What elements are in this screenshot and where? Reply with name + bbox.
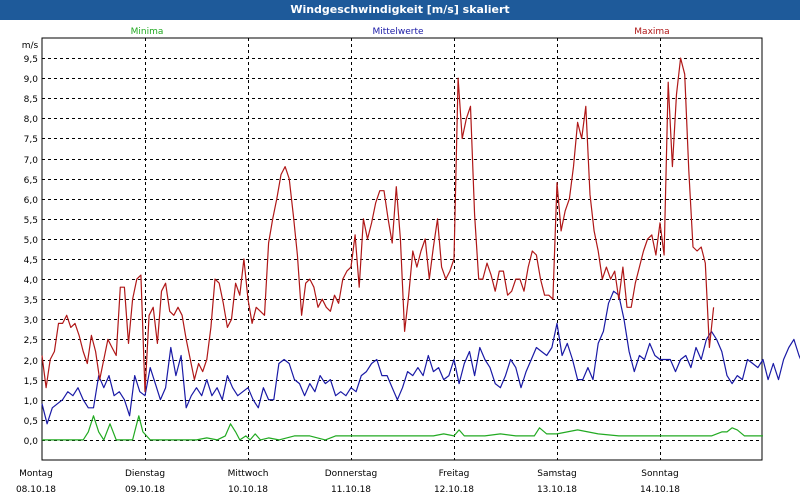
y-tick-label: 1,5 bbox=[24, 377, 38, 387]
legend-mittelwerte: Mittelwerte bbox=[372, 27, 423, 37]
legend: Minima Mittelwerte Maxima bbox=[131, 27, 670, 37]
x-tick-day: Montag bbox=[19, 469, 53, 479]
window-title: Windgeschwindigkeit [m/s] skaliert bbox=[0, 0, 800, 20]
x-tick-date: 14.10.18 bbox=[640, 485, 680, 495]
x-tick-date: 11.10.18 bbox=[331, 485, 371, 495]
y-tick-label: 9,5 bbox=[24, 55, 38, 65]
y-tick-label: 8,5 bbox=[24, 95, 38, 105]
x-tick-day: Mittwoch bbox=[228, 469, 269, 479]
legend-minima: Minima bbox=[131, 27, 164, 37]
y-tick-label: 7,5 bbox=[24, 135, 38, 145]
y-tick-label: 5,5 bbox=[24, 216, 38, 226]
x-tick-date: 13.10.18 bbox=[537, 485, 577, 495]
x-tick-date: 08.10.18 bbox=[16, 485, 56, 495]
y-tick-label: 7,0 bbox=[24, 156, 39, 166]
y-tick-label: 3,0 bbox=[24, 316, 39, 326]
series-line-maxima bbox=[41, 57, 715, 393]
x-axis-ticks: Montag 08.10.18 Dienstag 09.10.18 Mittwoch 10… bbox=[16, 469, 680, 495]
y-tick-label: 6,5 bbox=[24, 176, 38, 186]
y-tick-label: 5,0 bbox=[24, 236, 39, 246]
y-tick-label: 8,0 bbox=[24, 115, 39, 125]
legend-maxima: Maxima bbox=[634, 27, 669, 37]
y-tick-label: 3,5 bbox=[24, 296, 38, 306]
y-tick-label: 0,5 bbox=[24, 417, 38, 427]
plot-area bbox=[41, 37, 763, 461]
y-axis-ticks: 0,0 0,5 1,0 1,5 2,0 2,5 3,0 3,5 4,0 4,5 5,0 5,5 6,0 6… bbox=[24, 55, 39, 447]
x-tick-date: 09.10.18 bbox=[125, 485, 165, 495]
x-tick-day: Donnerstag bbox=[325, 469, 378, 479]
y-tick-label: 0,0 bbox=[24, 437, 39, 447]
x-tick-day: Dienstag bbox=[125, 469, 165, 479]
y-tick-label: 6,0 bbox=[24, 196, 39, 206]
x-tick-day: Sonntag bbox=[641, 469, 678, 479]
y-tick-label: 2,5 bbox=[24, 336, 38, 346]
x-tick-day: Samstag bbox=[537, 469, 576, 479]
x-tick-day: Freitag bbox=[439, 469, 470, 479]
series-line-minima bbox=[42, 415, 763, 441]
series-line-mittelwerte bbox=[41, 290, 800, 425]
y-tick-label: 9,0 bbox=[24, 75, 39, 85]
y-tick-label: 4,0 bbox=[24, 276, 39, 286]
grid bbox=[42, 38, 762, 460]
x-tick-date: 12.10.18 bbox=[434, 485, 474, 495]
series-lines bbox=[41, 57, 800, 441]
y-tick-label: 2,0 bbox=[24, 357, 39, 367]
y-tick-label: 4,5 bbox=[24, 256, 38, 266]
x-tick-date: 10.10.18 bbox=[228, 485, 268, 495]
y-axis-label: m/s bbox=[22, 41, 39, 51]
y-tick-label: 1,0 bbox=[24, 397, 39, 407]
